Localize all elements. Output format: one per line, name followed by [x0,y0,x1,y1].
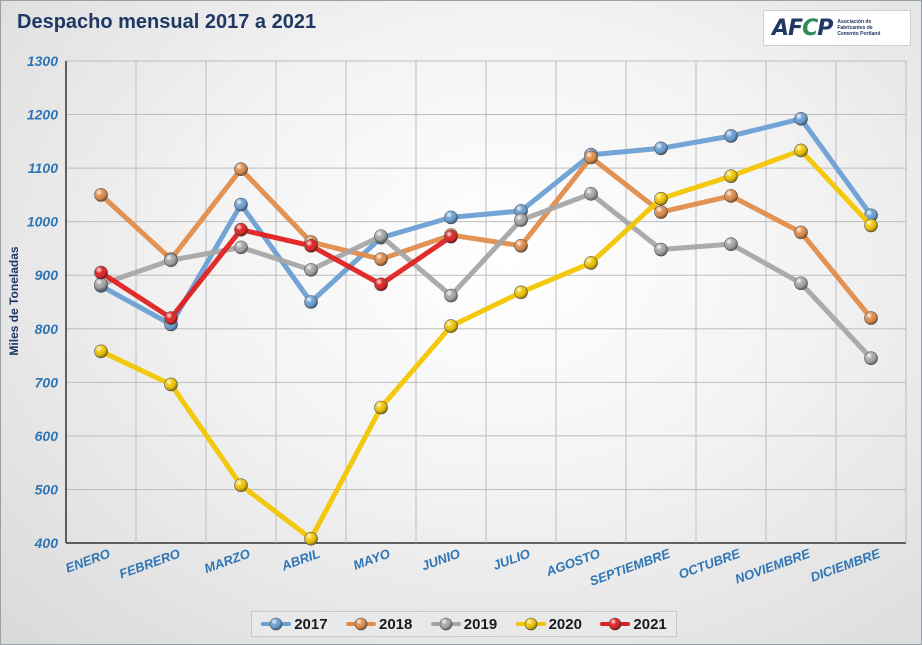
data-point-2020 [94,344,108,359]
data-point-2019 [164,253,178,268]
x-tick-label: NOVIEMBRE [733,546,812,587]
y-tick-label: 1100 [28,160,58,176]
legend-label: 2017 [294,615,328,633]
data-point-2020 [864,218,878,233]
series-line-2019 [98,191,874,361]
data-point-2017 [304,295,318,309]
data-point-2021 [94,265,108,280]
legend-item-2020: 2020 [515,615,582,633]
legend-marker [600,617,631,631]
data-point-2018 [584,150,598,165]
y-tick-label: 1300 [27,53,58,69]
y-tick-label: 500 [35,481,59,497]
data-point-2019 [584,187,598,201]
data-point-2021 [374,277,388,292]
series-line-2017 [98,116,874,327]
legend-label: 2020 [548,615,582,633]
x-tick-label: JULIO [491,546,532,573]
data-point-2020 [304,531,318,546]
data-point-2020 [444,319,458,333]
data-point-2018 [654,205,668,219]
data-point-2018 [724,189,738,203]
data-point-2019 [374,229,388,243]
data-point-2018 [94,188,108,202]
data-point-2019 [724,237,738,251]
x-tick-label: MAYO [351,546,392,573]
data-point-2020 [164,377,178,392]
x-tick-label: ABRIL [279,546,322,574]
data-point-2019 [304,263,318,277]
data-point-2021 [304,238,318,253]
x-tick-label: MARZO [202,546,252,576]
data-point-2020 [584,256,598,270]
x-tick-label: FEBRERO [117,546,182,582]
data-point-2017 [724,129,738,143]
y-tick-label: 1200 [27,107,58,123]
legend-label: 2021 [633,615,667,633]
legend: 2017 2018 2019 2020 2021 [251,611,677,637]
data-point-2018 [234,162,248,176]
legend-item-2018: 2018 [346,616,412,633]
data-point-2019 [234,240,248,255]
legend-marker [346,617,376,631]
y-tick-label: 700 [35,374,59,390]
data-point-2020 [654,191,668,206]
data-point-2020 [514,285,528,300]
x-tick-label: DICIEMBRE [808,546,882,585]
data-point-2021 [444,229,458,244]
legend-marker [515,617,546,631]
x-tick-label: ENERO [63,546,112,576]
y-tick-label: 1000 [27,214,58,230]
data-point-2018 [514,238,528,253]
data-point-2018 [374,252,388,266]
data-point-2017 [794,112,808,126]
data-point-2020 [374,400,388,415]
afcp-logo: AFCP Asociación de Fabricantes de Cement… [763,10,911,46]
series-line-2020 [98,147,874,542]
y-tick-label: 600 [35,428,59,444]
chart-title: Despacho mensual 2017 a 2021 [17,11,317,33]
data-point-2019 [794,276,808,291]
data-point-2018 [864,311,878,325]
legend-item-2017: 2017 [261,615,328,633]
data-point-2020 [234,478,248,492]
x-tick-label: JUNIO [420,546,462,574]
data-point-2021 [234,222,248,237]
data-point-2019 [654,242,668,257]
x-tick-label: SEPTIEMBRE [587,546,672,589]
data-point-2020 [794,143,808,158]
logo-subtitle: Asociación de Fabricantes de Cemento Por… [837,19,881,37]
logo-wordmark: AFCP [772,15,833,41]
data-point-2019 [94,277,108,292]
series-line-2018 [98,154,874,321]
data-point-2019 [514,213,528,227]
legend-item-2021: 2021 [600,615,667,633]
data-point-2019 [444,288,458,303]
y-tick-label: 900 [35,267,59,283]
series-line-2021 [98,227,454,321]
legend-item-2019: 2019 [430,615,498,633]
data-point-2021 [164,311,178,325]
x-tick-label: OCTUBRE [676,546,742,582]
y-axis-label: Miles de Toneladas [7,246,21,355]
legend-label: 2019 [463,615,498,633]
legend-marker [261,617,292,631]
legend-marker [430,617,461,631]
data-point-2018 [794,225,808,240]
data-point-2017 [444,210,458,225]
data-point-2020 [724,169,738,183]
y-tick-label: 800 [35,321,59,337]
y-tick-label: 400 [34,535,59,551]
data-point-2019 [864,351,878,366]
legend-label: 2018 [379,615,413,633]
data-point-2017 [654,141,668,156]
data-point-2017 [234,197,248,212]
